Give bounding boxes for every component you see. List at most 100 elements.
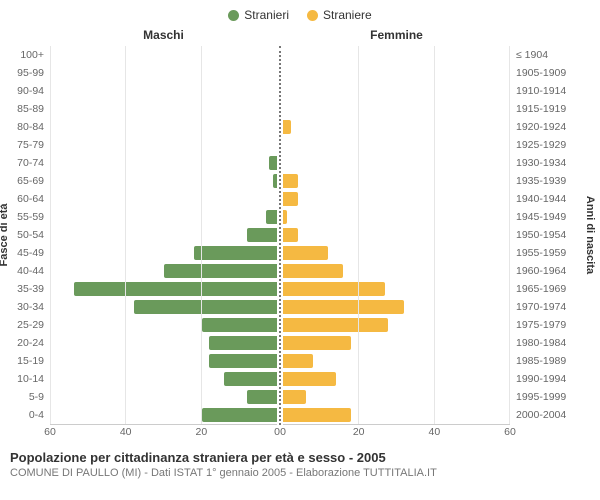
male-bar — [224, 372, 277, 386]
y-axis-left-label: Fasce di età — [0, 204, 10, 267]
bar-row — [51, 46, 277, 64]
bar-row — [283, 190, 509, 208]
x-tick: 20 — [353, 426, 365, 438]
bar-row — [283, 334, 509, 352]
caption: Popolazione per cittadinanza straniera p… — [0, 442, 600, 479]
age-label: 15-19 — [0, 352, 44, 370]
female-bar — [283, 174, 298, 188]
legend-female-swatch — [307, 10, 318, 21]
birth-year-label: 1975-1979 — [516, 316, 580, 334]
bar-row — [51, 280, 277, 298]
birth-year-label: 1925-1929 — [516, 136, 580, 154]
x-ticks-left: 0204060 — [50, 426, 277, 442]
bar-row — [283, 406, 509, 424]
bar-row — [283, 64, 509, 82]
bar-row — [283, 352, 509, 370]
birth-year-labels-column: ≤ 19041905-19091910-19141915-19191920-19… — [510, 46, 580, 425]
birth-year-label: 1985-1989 — [516, 352, 580, 370]
age-label: 85-89 — [0, 100, 44, 118]
female-bar — [283, 408, 351, 422]
bar-row — [51, 388, 277, 406]
male-bar — [266, 210, 277, 224]
bar-row — [283, 226, 509, 244]
chart-title: Popolazione per cittadinanza straniera p… — [10, 450, 590, 465]
bar-row — [51, 226, 277, 244]
bar-row — [283, 370, 509, 388]
male-bar — [209, 354, 277, 368]
age-label: 10-14 — [0, 370, 44, 388]
age-label: 75-79 — [0, 136, 44, 154]
bar-row — [51, 154, 277, 172]
age-label: 95-99 — [0, 64, 44, 82]
bar-row — [283, 136, 509, 154]
legend: Stranieri Straniere — [0, 8, 600, 22]
bar-row — [283, 316, 509, 334]
age-label: 65-69 — [0, 172, 44, 190]
male-bar — [164, 264, 277, 278]
chart-subtitle: COMUNE DI PAULLO (MI) - Dati ISTAT 1° ge… — [10, 467, 590, 479]
bar-row — [283, 100, 509, 118]
birth-year-label: 1940-1944 — [516, 190, 580, 208]
x-tick: 40 — [120, 426, 132, 438]
birth-year-label: 1965-1969 — [516, 280, 580, 298]
female-bar — [283, 336, 351, 350]
age-label: 5-9 — [0, 388, 44, 406]
bar-row — [51, 334, 277, 352]
birth-year-label: 1915-1919 — [516, 100, 580, 118]
bar-row — [283, 82, 509, 100]
x-tick: 60 — [504, 426, 516, 438]
age-label: 35-39 — [0, 280, 44, 298]
bar-row — [51, 298, 277, 316]
female-bars-column — [283, 46, 510, 425]
birth-year-label: 1920-1924 — [516, 118, 580, 136]
birth-year-label: 1935-1939 — [516, 172, 580, 190]
age-label: 20-24 — [0, 334, 44, 352]
birth-year-label: 1950-1954 — [516, 226, 580, 244]
bar-row — [51, 406, 277, 424]
female-bar — [283, 120, 291, 134]
x-tick: 20 — [196, 426, 208, 438]
legend-male: Stranieri — [228, 8, 289, 22]
female-bar — [283, 390, 306, 404]
bar-row — [283, 46, 509, 64]
bar-row — [283, 298, 509, 316]
age-label: 100+ — [0, 46, 44, 64]
male-bar — [134, 300, 277, 314]
bar-row — [51, 136, 277, 154]
birth-year-label: 1960-1964 — [516, 262, 580, 280]
bar-row — [283, 280, 509, 298]
legend-female-label: Straniere — [323, 8, 372, 22]
male-bars-column — [50, 46, 277, 425]
female-bar — [283, 228, 298, 242]
bar-row — [51, 190, 277, 208]
birth-year-label: 2000-2004 — [516, 406, 580, 424]
bar-row — [51, 118, 277, 136]
legend-female: Straniere — [307, 8, 372, 22]
birth-year-label: ≤ 1904 — [516, 46, 580, 64]
male-bar — [74, 282, 277, 296]
bar-row — [51, 352, 277, 370]
column-headers: Maschi Femmine — [0, 28, 600, 42]
female-bar — [283, 282, 385, 296]
female-bar — [283, 372, 336, 386]
x-tick: 40 — [428, 426, 440, 438]
birth-year-label: 1930-1934 — [516, 154, 580, 172]
x-ticks-right: 0204060 — [283, 426, 510, 442]
birth-year-label: 1945-1949 — [516, 208, 580, 226]
birth-year-label: 1970-1974 — [516, 298, 580, 316]
bar-row — [283, 118, 509, 136]
male-bar — [273, 174, 277, 188]
bar-row — [51, 244, 277, 262]
population-pyramid: Stranieri Straniere Maschi Femmine Fasce… — [0, 0, 600, 500]
bar-row — [283, 262, 509, 280]
bar-row — [283, 244, 509, 262]
male-bar — [202, 408, 277, 422]
male-bar — [247, 228, 277, 242]
age-label: 70-74 — [0, 154, 44, 172]
bar-row — [51, 100, 277, 118]
age-label: 80-84 — [0, 118, 44, 136]
x-tick: 60 — [44, 426, 56, 438]
y-axis-right-label: Anni di nascita — [584, 196, 596, 274]
age-label: 25-29 — [0, 316, 44, 334]
legend-male-swatch — [228, 10, 239, 21]
